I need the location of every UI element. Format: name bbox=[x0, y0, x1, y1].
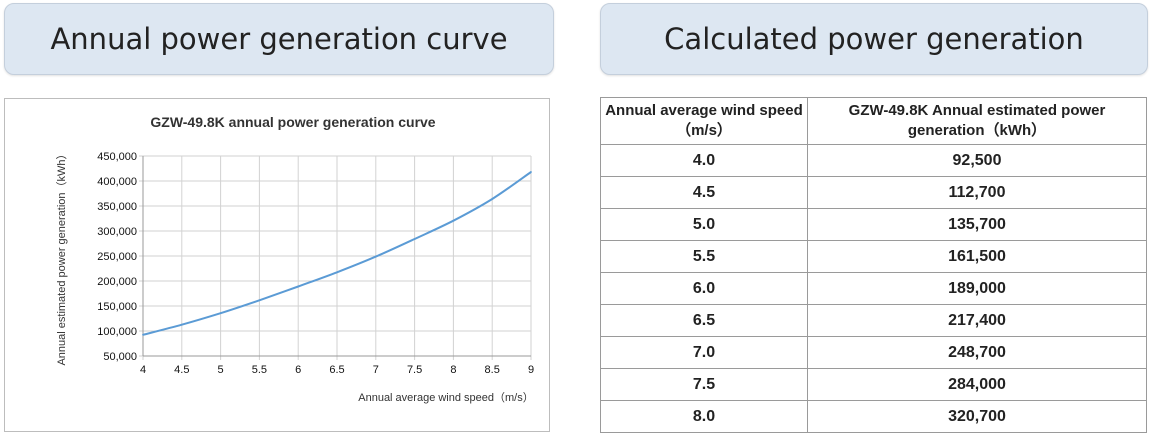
data-point bbox=[297, 285, 300, 288]
table-row: 5.5 161,500 bbox=[600, 240, 1147, 273]
section-header-calculated: Calculated power generation bbox=[600, 3, 1148, 75]
data-point bbox=[142, 333, 144, 336]
section-header-calculated-label: Calculated power generation bbox=[664, 22, 1084, 56]
x-tick-label: 6.5 bbox=[329, 364, 344, 376]
wind-speed-cell: 8.0 bbox=[600, 400, 808, 433]
data-point bbox=[336, 271, 338, 274]
y-tick-label: 250,000 bbox=[97, 251, 137, 263]
y-tick-label: 450,000 bbox=[97, 151, 137, 163]
wind-speed-cell: 7.0 bbox=[600, 336, 808, 369]
power-cell: 284,000 bbox=[807, 368, 1147, 401]
power-cell: 320,700 bbox=[807, 400, 1147, 433]
column-header-wind-speed: Annual average wind speed（m/s） bbox=[600, 97, 808, 145]
power-cell: 112,700 bbox=[807, 176, 1147, 209]
table-row: 6.0 189,000 bbox=[600, 272, 1147, 305]
data-point bbox=[491, 198, 494, 200]
power-cell: 135,700 bbox=[807, 208, 1147, 241]
table-row: 8.0 320,700 bbox=[600, 400, 1147, 433]
wind-speed-cell: 6.5 bbox=[600, 304, 808, 337]
wind-speed-cell: 5.5 bbox=[600, 240, 808, 273]
wind-speed-cell: 6.0 bbox=[600, 272, 808, 305]
x-axis-label: Annual average wind speed（m/s） bbox=[358, 391, 533, 404]
power-cell: 161,500 bbox=[807, 240, 1147, 273]
y-tick-label: 100,000 bbox=[97, 326, 137, 338]
y-tick-label: 150,000 bbox=[97, 301, 137, 313]
y-tick-label: 300,000 bbox=[97, 226, 137, 238]
data-point bbox=[452, 219, 455, 222]
y-tick-label: 350,000 bbox=[97, 201, 137, 213]
x-tick-label: 7 bbox=[373, 364, 379, 376]
table-row: 4.0 92,500 bbox=[600, 144, 1147, 177]
table-row: 7.0 248,700 bbox=[600, 336, 1147, 369]
power-cell: 217,400 bbox=[807, 304, 1147, 337]
data-point bbox=[374, 255, 377, 258]
data-point bbox=[219, 312, 222, 315]
table-header-row: Annual average wind speed（m/s） GZW-49.8K… bbox=[600, 97, 1147, 145]
data-point bbox=[258, 299, 261, 302]
x-tick-label: 4.5 bbox=[174, 364, 189, 376]
y-tick-label: 400,000 bbox=[97, 176, 137, 188]
power-cell: 189,000 bbox=[807, 272, 1147, 305]
y-axis-label: Annual estimated power generation（kWh） bbox=[55, 148, 68, 365]
table-row: 6.5 217,400 bbox=[600, 304, 1147, 337]
power-cell: 92,500 bbox=[807, 144, 1147, 177]
y-tick-label: 200,000 bbox=[97, 276, 137, 288]
x-tick-label: 5.5 bbox=[252, 364, 267, 376]
power-cell: 248,700 bbox=[807, 336, 1147, 369]
x-tick-label: 5 bbox=[218, 364, 224, 376]
wind-speed-cell: 5.0 bbox=[600, 208, 808, 241]
table-row: 4.5 112,700 bbox=[600, 176, 1147, 209]
chart-title: GZW-49.8K annual power generation curve bbox=[150, 114, 435, 130]
x-tick-label: 9 bbox=[528, 364, 534, 376]
table-row: 5.0 135,700 bbox=[600, 208, 1147, 241]
x-tick-label: 7.5 bbox=[407, 364, 422, 376]
chart-panel: GZW-49.8K annual power generation curve … bbox=[4, 98, 550, 432]
data-point bbox=[413, 238, 416, 240]
y-tick-label: 50,000 bbox=[103, 351, 137, 363]
section-header-curve-label: Annual power generation curve bbox=[50, 22, 508, 56]
section-header-curve: Annual power generation curve bbox=[4, 3, 554, 75]
x-tick-label: 8 bbox=[450, 364, 456, 376]
column-header-power-generation: GZW-49.8K Annual estimated power generat… bbox=[807, 97, 1147, 145]
data-point bbox=[180, 323, 183, 326]
x-tick-label: 8.5 bbox=[485, 364, 500, 376]
power-generation-table: Annual average wind speed（m/s） GZW-49.8K… bbox=[600, 97, 1147, 433]
x-tick-label: 6 bbox=[295, 364, 301, 376]
data-point bbox=[530, 171, 532, 173]
wind-speed-cell: 7.5 bbox=[600, 368, 808, 401]
power-curve-chart: GZW-49.8K annual power generation curve … bbox=[55, 114, 534, 404]
wind-speed-cell: 4.0 bbox=[600, 144, 808, 177]
table-row: 7.5 284,000 bbox=[600, 368, 1147, 401]
x-tick-label: 4 bbox=[140, 364, 146, 376]
wind-speed-cell: 4.5 bbox=[600, 176, 808, 209]
